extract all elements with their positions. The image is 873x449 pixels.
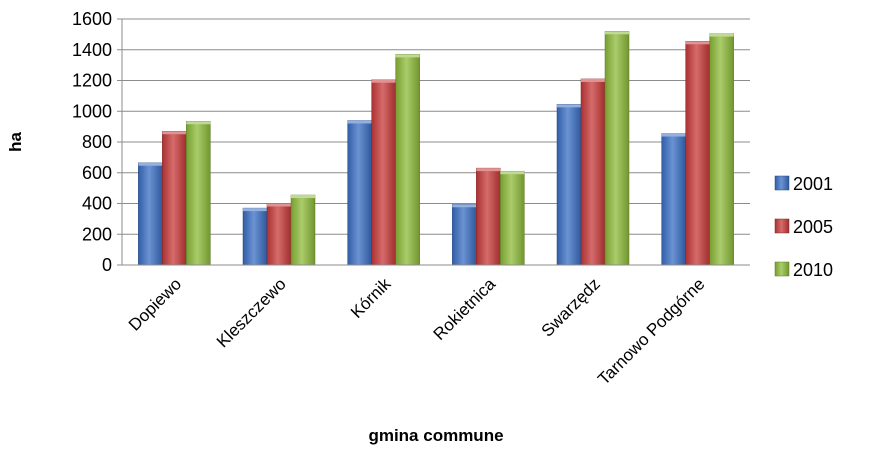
y-tick-label: 400 — [82, 194, 112, 214]
y-tick-label: 1200 — [72, 71, 112, 91]
bar-top-highlight — [709, 33, 734, 37]
bar-2001-kórnik — [347, 120, 372, 266]
bar-2010-kleszczewo — [290, 194, 316, 266]
bar-top-highlight — [186, 121, 211, 125]
bar-top-highlight — [581, 78, 605, 82]
bar-2001-dopiewo — [138, 162, 163, 266]
bar-2005-rokietnica — [476, 167, 501, 266]
bar-top-highlight — [395, 54, 420, 58]
category-label: Rokietnica — [430, 274, 500, 344]
y-tick-label: 0 — [102, 255, 112, 275]
bar-2005-kleszczewo — [266, 203, 292, 266]
bar-2005-tarnowo-podgórne — [685, 41, 710, 266]
bars — [138, 31, 734, 266]
legend-label-2010: 2010 — [793, 260, 833, 280]
legend-label-2001: 2001 — [793, 174, 833, 194]
bar-top-highlight — [243, 208, 267, 212]
bar-top-highlight — [347, 120, 372, 124]
bar-top-highlight — [500, 171, 525, 175]
bar-top-highlight — [557, 104, 581, 108]
y-tick-label: 800 — [82, 132, 112, 152]
y-tick-labels: 0 200 400 600 800 1000 1200 1400 1600 — [72, 9, 112, 275]
category-label: Tarnowo Podgórne — [594, 274, 708, 388]
x-axis-title: gmina commune — [368, 426, 503, 445]
bar-top-highlight — [452, 204, 477, 208]
bar-2010-rokietnica — [500, 170, 525, 266]
bar-top-highlight — [291, 195, 315, 199]
bar-2010-tarnowo-podgórne — [709, 33, 734, 266]
y-tick-label: 1000 — [72, 101, 112, 121]
category-label: Swarzędz — [538, 274, 604, 340]
bar-top-highlight — [138, 162, 163, 166]
bar-2001-kleszczewo — [242, 207, 268, 266]
bar-top-highlight — [371, 79, 396, 83]
y-tick-label: 600 — [82, 163, 112, 183]
category-label: Dopiewo — [125, 274, 185, 334]
gridlines — [122, 18, 750, 266]
bar-2010-swarzędz — [604, 31, 630, 266]
bar-2001-rokietnica — [452, 204, 477, 266]
bar-2005-dopiewo — [162, 130, 187, 266]
bar-top-highlight — [267, 203, 291, 207]
legend-swatch-2001 — [774, 175, 790, 191]
bar-top-highlight — [685, 41, 710, 45]
bar-2001-tarnowo-podgórne — [661, 133, 686, 266]
bar-2001-swarzędz — [556, 104, 582, 266]
bar-top-highlight — [162, 131, 187, 135]
legend: 2001 2005 2010 — [774, 174, 833, 280]
y-axis-title: ha — [6, 132, 25, 152]
bar-2005-swarzędz — [580, 78, 606, 266]
bar-2005-kórnik — [371, 79, 396, 266]
bar-top-highlight — [661, 133, 686, 137]
legend-swatch-2005 — [774, 218, 790, 234]
y-tick-label: 200 — [82, 224, 112, 244]
legend-swatch-2010 — [774, 261, 790, 277]
y-tick-label: 1400 — [72, 40, 112, 60]
legend-label-2005: 2005 — [793, 217, 833, 237]
axes — [117, 18, 750, 266]
y-tick-label: 1600 — [72, 9, 112, 29]
bar-2010-kórnik — [395, 54, 420, 266]
category-label: Kleszczewo — [213, 274, 290, 351]
bar-top-highlight — [476, 168, 501, 172]
category-label: Kórnik — [347, 274, 395, 322]
category-labels: Dopiewo Kleszczewo Kórnik Rokietnica Swarzęd… — [125, 274, 709, 389]
bar-top-highlight — [605, 31, 629, 35]
bar-2010-dopiewo — [186, 120, 211, 266]
